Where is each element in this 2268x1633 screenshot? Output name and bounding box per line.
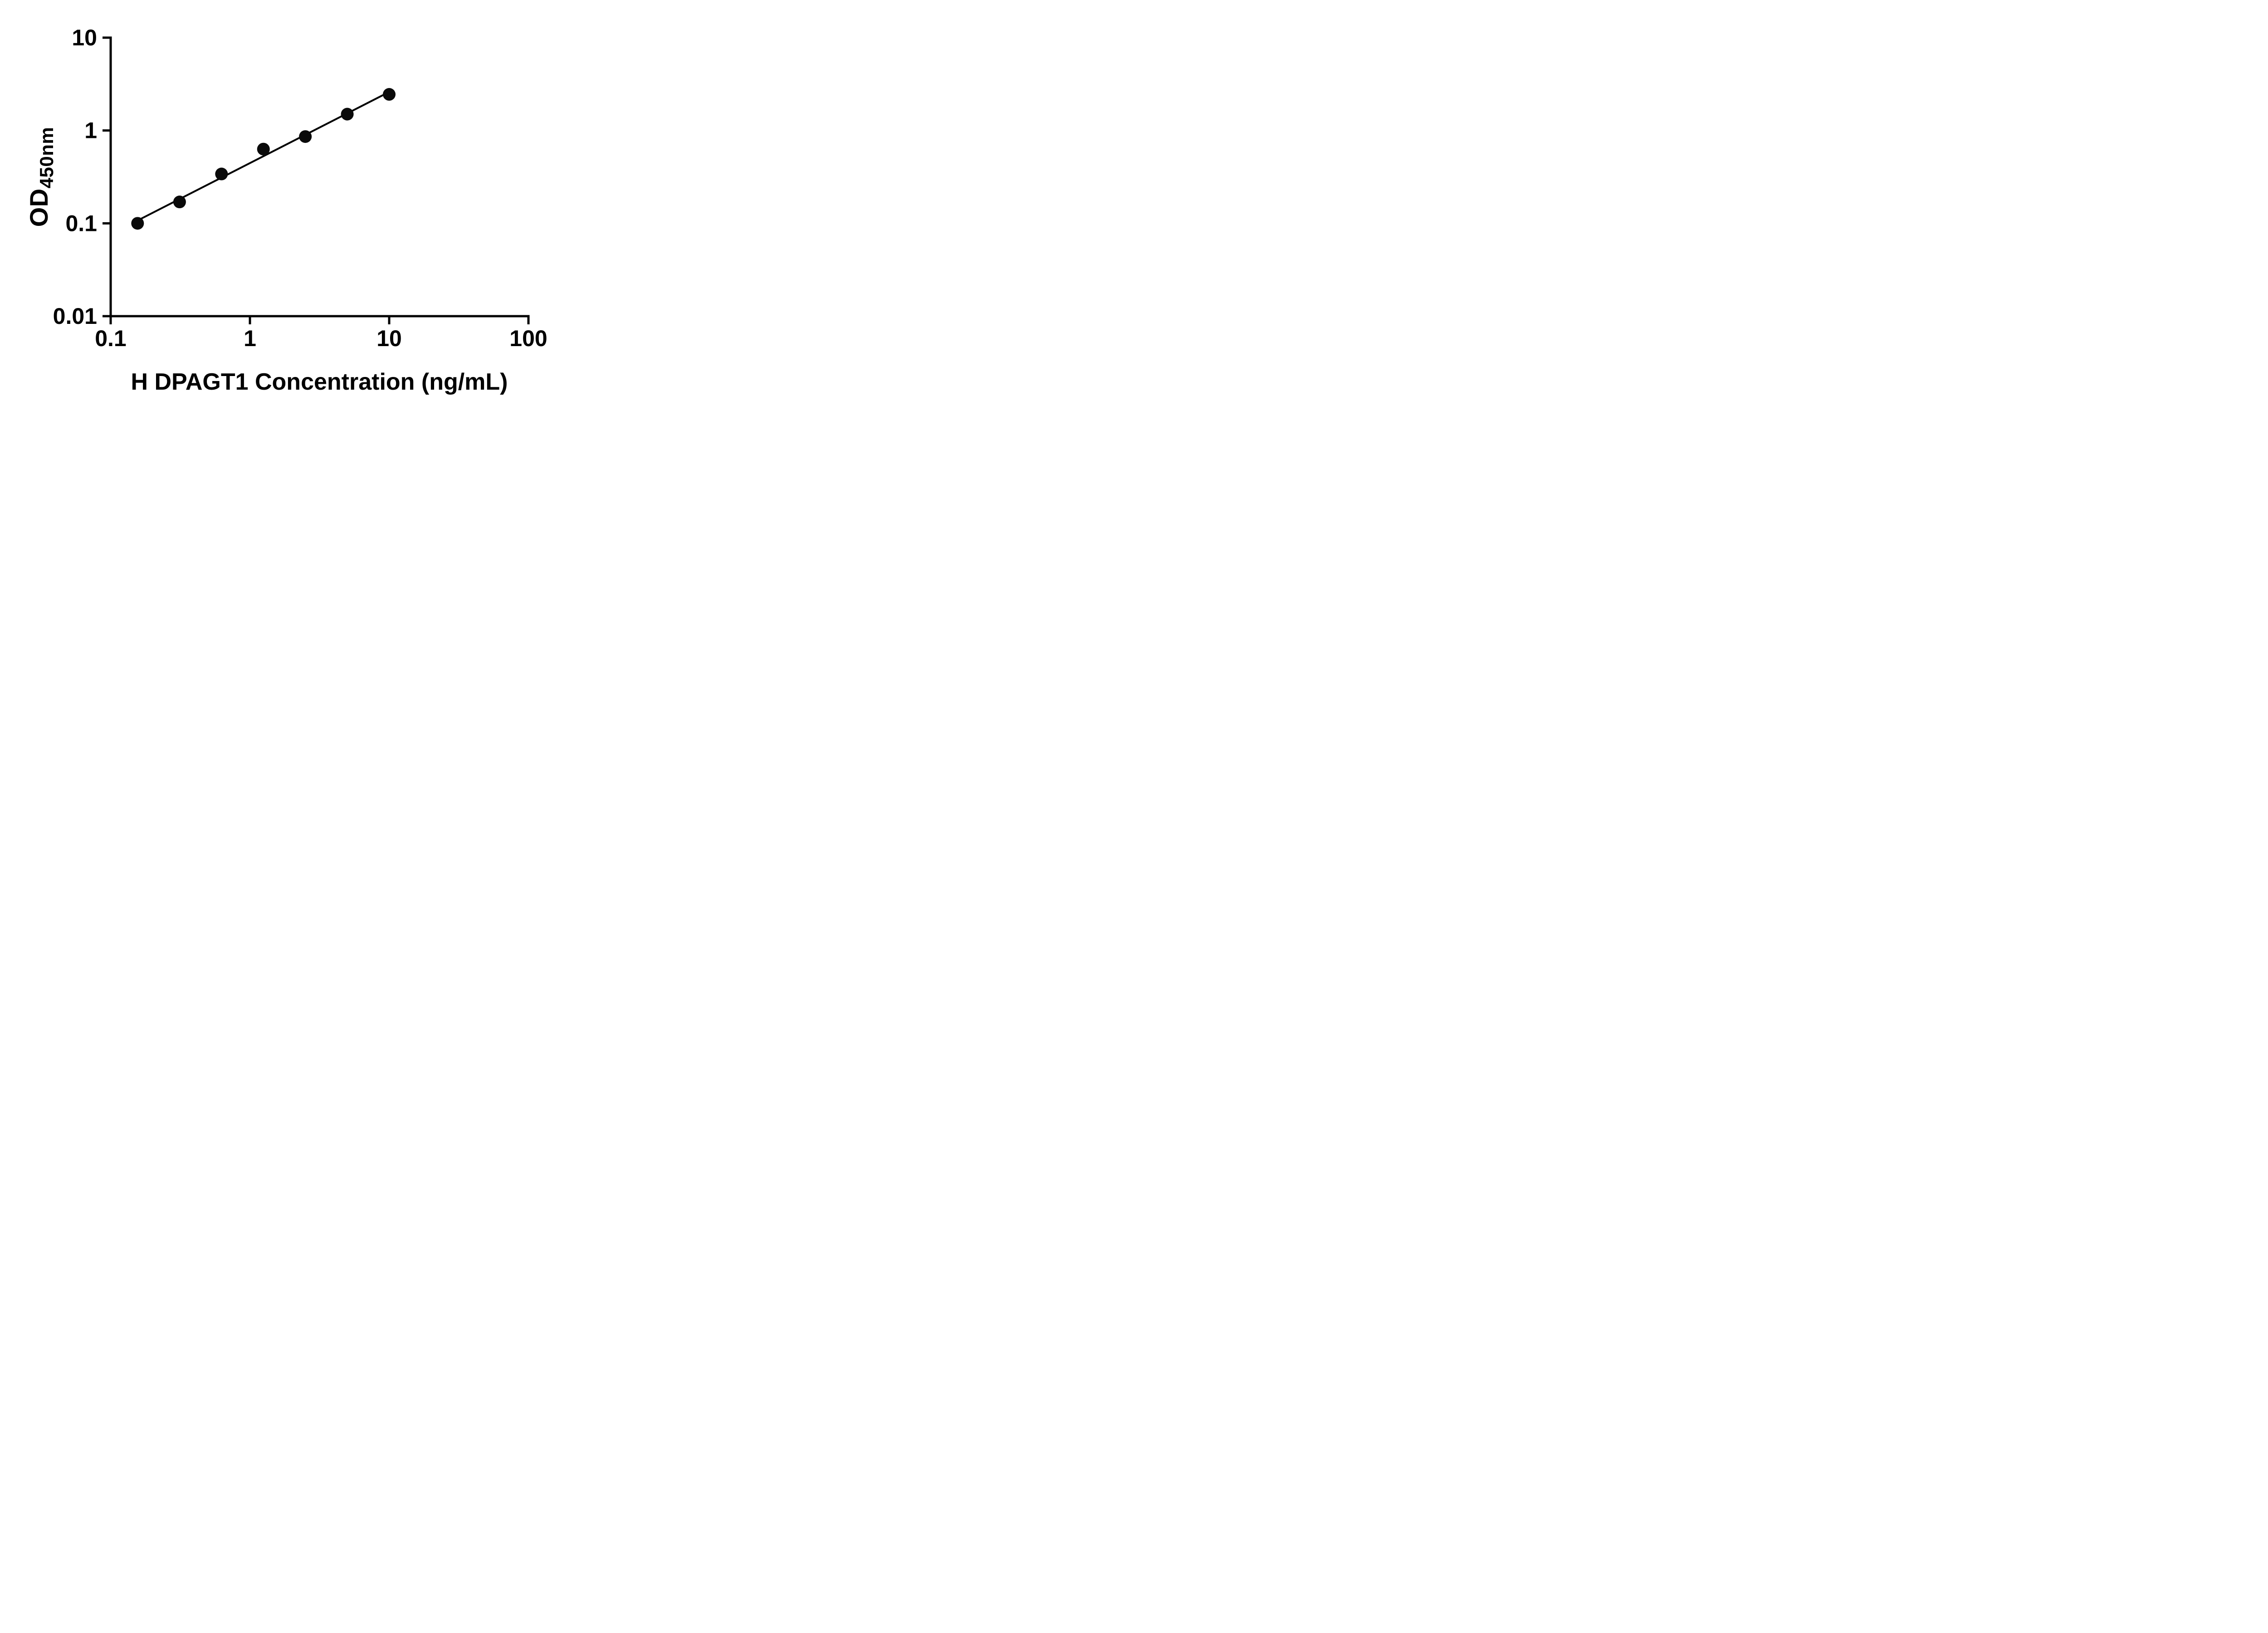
data-point <box>257 142 270 156</box>
y-tick-label: 1 <box>84 118 97 143</box>
data-point <box>173 196 186 209</box>
x-tick-label: 100 <box>509 326 547 351</box>
data-point <box>131 217 144 230</box>
x-axis-title: H DPAGT1 Concentration (ng/mL) <box>131 369 508 395</box>
data-point <box>299 130 312 143</box>
y-tick-label: 0.01 <box>53 303 97 329</box>
data-point <box>341 108 354 121</box>
data-point <box>215 167 228 181</box>
x-tick-label: 10 <box>376 326 402 351</box>
data-point <box>383 88 396 101</box>
y-tick-label: 10 <box>72 25 97 50</box>
x-tick-label: 1 <box>244 326 256 351</box>
y-axis-title-subscript: 450nm <box>35 127 57 189</box>
elisa-standard-curve-chart: 0.1 1 10 100 0.01 0.1 1 10 OD450nm H DPAGT1 Con… <box>0 0 583 408</box>
y-axis-title: OD450nm <box>24 95 57 259</box>
x-tick-label: 0.1 <box>95 326 127 351</box>
y-tick-label: 0.1 <box>65 210 97 236</box>
y-axis-title-main: OD <box>24 188 53 227</box>
